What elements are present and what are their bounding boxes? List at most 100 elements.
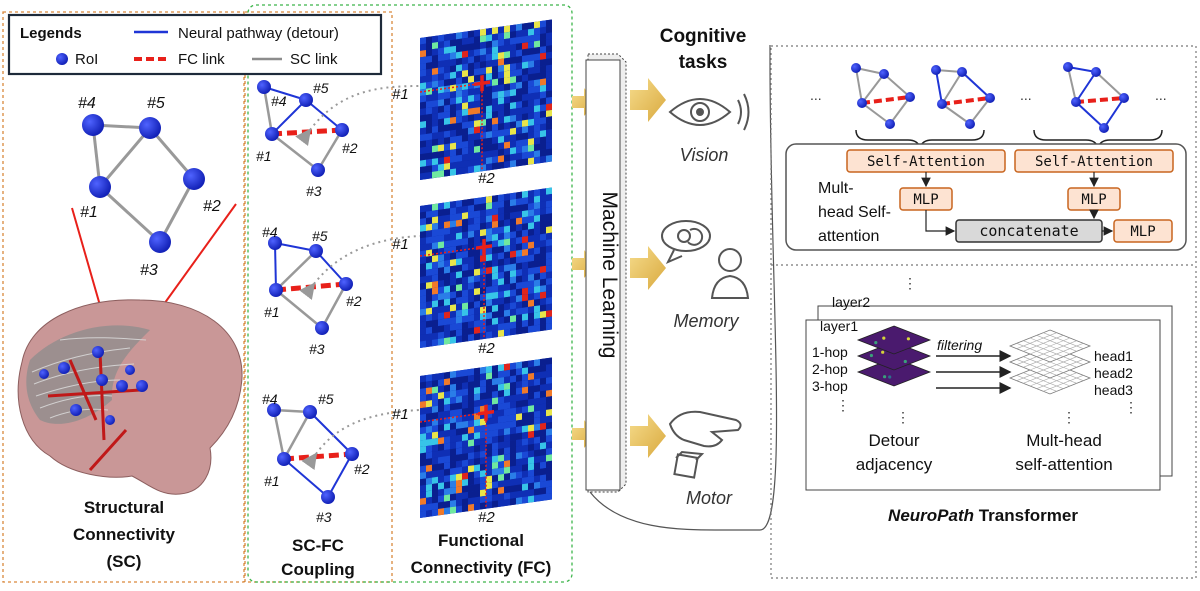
ml-label: Machine Learning (598, 192, 621, 359)
attention-section: ... ... ... (785, 62, 1187, 251)
detour-layer (856, 325, 932, 355)
transformer-caption: NeuroPath Transformer (888, 506, 1078, 525)
fc-crosshair-h (420, 246, 484, 257)
node-label-3: #3 (140, 262, 158, 279)
filtering-label: filtering (937, 337, 982, 353)
sc-graph: #4 #5 #1 #2 #3 (78, 95, 221, 279)
legend-roi-icon (56, 53, 68, 65)
node-label-2: #2 (342, 140, 358, 156)
detour-label-line1: Detour (868, 431, 919, 450)
eye-icon (668, 93, 750, 131)
fc-axis-label-2: #2 (478, 509, 495, 526)
hop-label: 2-hop (812, 361, 848, 377)
mini-graph (931, 65, 995, 129)
detour-layer (856, 341, 932, 371)
coupling-title-line2: Coupling (281, 560, 355, 579)
task-motor-label: Motor (686, 488, 733, 508)
vertical-dots: ⋮ (1062, 409, 1076, 425)
roi-node-5 (139, 117, 161, 139)
layer1-label: layer1 (820, 318, 858, 334)
legend-fc-link-label: FC link (178, 51, 225, 68)
mha-layer (1008, 329, 1092, 363)
fc-matrices: #1 #2 #1 #2 #1 #2 (392, 19, 552, 526)
fc-matrix (420, 187, 552, 348)
machine-learning-block: Machine Learning (585, 53, 627, 493)
legend: Legends RoI Neural pathway (detour) FC l… (7, 13, 383, 76)
memory-icon (661, 220, 750, 299)
sc-panel-title-line3: (SC) (107, 552, 142, 571)
roi-node-1 (89, 176, 111, 198)
layer2-label: layer2 (832, 294, 870, 310)
fc-title-line1: Functional (438, 531, 524, 550)
node-label-5: #5 (318, 391, 334, 407)
self-attention-label: Self-Attention (1035, 154, 1153, 170)
mha-label-line1: Mult- (818, 180, 854, 197)
node-label-4: #4 (271, 93, 287, 109)
sc-edge (158, 178, 196, 243)
mha-label-line3: attention (818, 228, 879, 245)
node-label-1: #1 (256, 148, 272, 164)
mini-graph (1063, 62, 1129, 133)
mha-stack-label-line1: Mult-head (1026, 431, 1102, 450)
ellipsis: ... (1155, 87, 1167, 103)
node-label-3: #3 (309, 341, 325, 357)
ellipsis: ... (1020, 87, 1032, 103)
hand-icon (668, 410, 742, 479)
transformer-section: ⋮ layer2 layer1 1-hop 2-hop 3-hop ⋮ filt… (805, 275, 1173, 491)
detour-adjacency-stack (856, 325, 932, 387)
node-label-3: #3 (306, 183, 322, 199)
legend-box (7, 13, 383, 76)
brain-illustration (17, 203, 243, 495)
tasks-title-line2: tasks (679, 52, 728, 73)
node-label-4: #4 (78, 95, 96, 112)
sc-panel-title-line1: Structural (84, 498, 164, 517)
fc-matrix (420, 357, 552, 518)
vertical-dots: ⋮ (896, 409, 910, 425)
detour-layer (856, 357, 932, 387)
fc-title-line2: Connectivity (FC) (411, 558, 552, 577)
coupling-fc-group-border (247, 4, 573, 583)
mini-graph (851, 63, 915, 129)
connector-3 (301, 409, 421, 471)
node-label-2: #2 (354, 461, 370, 477)
node-label-5: #5 (313, 80, 329, 96)
caption-italic: NeuroPath (888, 506, 974, 525)
node-label-2: #2 (203, 198, 221, 215)
fc-axis-label-2: #2 (478, 340, 495, 357)
node-label-1: #1 (80, 204, 98, 221)
coupling-graph-2: #4 #5 #1 #2 #3 (262, 224, 362, 357)
node-label-1: #1 (264, 304, 280, 320)
vertical-dots: ⋮ (1124, 399, 1138, 415)
mha-label-line2: head Self- (818, 204, 891, 221)
node-label-5: #5 (312, 228, 328, 244)
hop-label: 3-hop (812, 378, 848, 394)
fc-axis-label-1: #1 (392, 86, 409, 103)
node-label-4: #4 (262, 224, 278, 240)
coupling-panel-border (244, 11, 393, 583)
sc-edge (148, 127, 196, 180)
output-arrows (630, 78, 666, 458)
coupling-graph-1: #4 #5 #1 #2 #3 (256, 80, 358, 199)
right-outer-box (770, 45, 1197, 579)
legend-roi-label: RoI (75, 51, 98, 68)
connector-2 (299, 235, 421, 300)
head-label: head3 (1094, 382, 1133, 398)
self-attention-label: Self-Attention (867, 154, 985, 170)
roi-node-2 (183, 168, 205, 190)
fiber-tracts (26, 325, 150, 424)
fc-axis-label-2: #2 (478, 170, 495, 187)
coupling-graph-3: #4 #5 #1 #2 #3 (262, 391, 370, 525)
mlp-box-output (1113, 219, 1173, 243)
concatenate-label: concatenate (979, 222, 1078, 240)
tasks-title-line1: Cognitive (660, 26, 747, 47)
sc-panel-title-line2: Connectivity (73, 525, 176, 544)
head-label: head1 (1094, 348, 1133, 364)
fc-axis-label-1: #1 (392, 236, 409, 253)
fc-axis-label-1: #1 (392, 406, 409, 423)
head-label: head2 (1094, 365, 1133, 381)
legend-title: Legends (20, 25, 82, 42)
hop-label: 1-hop (812, 344, 848, 360)
mlp-label: MLP (1130, 224, 1155, 240)
